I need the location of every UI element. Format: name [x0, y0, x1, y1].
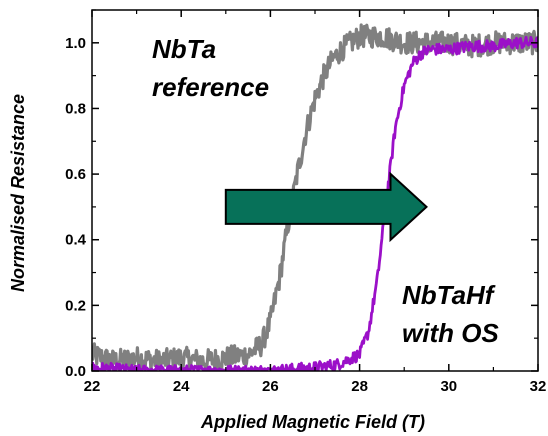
y-tick-label: 0.2 [65, 297, 86, 314]
y-tick-label: 0.0 [65, 363, 86, 380]
y-tick-label: 0.6 [65, 166, 86, 183]
x-tick-label: 26 [262, 378, 279, 395]
x-tick-label: 22 [84, 378, 101, 395]
annotation-reference: reference [152, 72, 269, 102]
x-axis-title: Applied Magnetic Field (T) [200, 412, 425, 432]
annotation-nbtahf: NbTaHf [402, 280, 496, 310]
shift-arrow [224, 171, 428, 243]
annotation-with-os: with OS [402, 318, 499, 348]
annotation-nbta: NbTa [152, 34, 216, 64]
y-tick-label: 1.0 [65, 35, 86, 52]
axes-layer: 22 24 26 28 30 32 0.0 0.2 0.4 0.6 0.8 1.0 [65, 9, 547, 395]
x-tick-label: 24 [173, 378, 190, 395]
x-tick-label: 30 [440, 378, 457, 395]
y-tick-label: 0.8 [65, 100, 86, 117]
x-tick-label: 28 [351, 378, 368, 395]
y-tick-label: 0.4 [65, 232, 87, 249]
series-line-1 [92, 23, 538, 371]
x-tick-label: 32 [530, 378, 547, 395]
arrow-layer [224, 171, 428, 243]
y-axis-title: Normalised Resistance [8, 94, 28, 292]
